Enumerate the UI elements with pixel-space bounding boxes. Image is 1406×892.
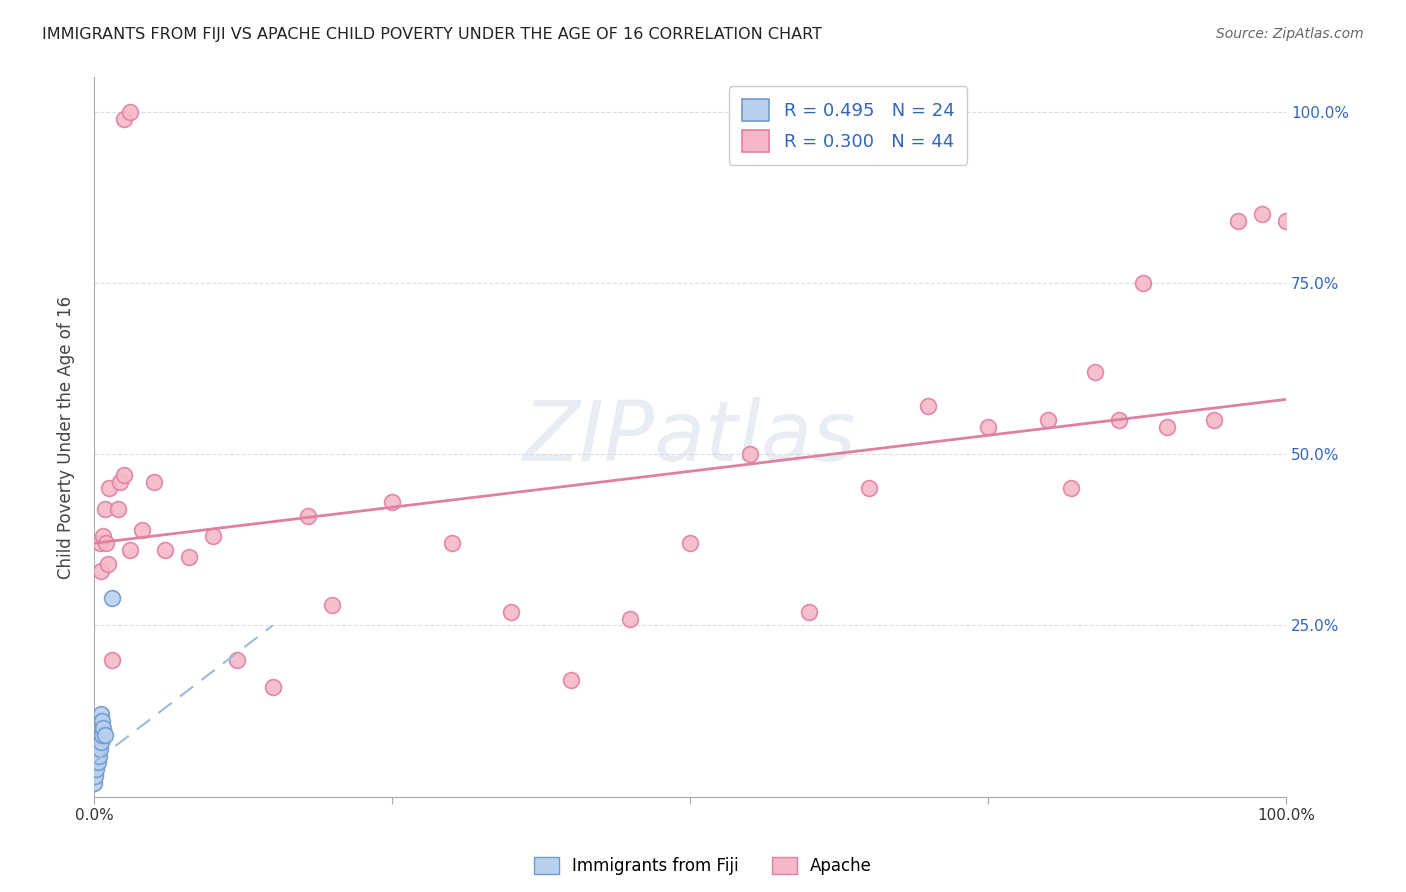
- Point: [86, 735, 108, 749]
- Point: [501, 605, 523, 619]
- Point: [101, 591, 124, 605]
- Point: [155, 543, 177, 558]
- Point: [977, 419, 1000, 434]
- Point: [84, 741, 107, 756]
- Point: [262, 680, 284, 694]
- Point: [83, 776, 105, 790]
- Point: [1132, 276, 1154, 290]
- Point: [179, 549, 201, 564]
- Point: [738, 447, 761, 461]
- Point: [112, 112, 135, 126]
- Point: [118, 104, 141, 119]
- Point: [86, 741, 108, 756]
- Point: [91, 714, 114, 729]
- Point: [112, 467, 135, 482]
- Point: [84, 769, 107, 783]
- Point: [86, 748, 108, 763]
- Y-axis label: Child Poverty Under the Age of 16: Child Poverty Under the Age of 16: [58, 295, 75, 579]
- Point: [89, 728, 111, 742]
- Point: [93, 728, 115, 742]
- Point: [90, 564, 112, 578]
- Point: [89, 714, 111, 729]
- Point: [90, 707, 112, 722]
- Point: [226, 653, 249, 667]
- Point: [1108, 413, 1130, 427]
- Point: [87, 721, 110, 735]
- Point: [86, 756, 108, 770]
- Point: [440, 536, 463, 550]
- Point: [917, 399, 939, 413]
- Text: ZIPatlas: ZIPatlas: [523, 397, 856, 477]
- Point: [84, 756, 107, 770]
- Point: [297, 508, 319, 523]
- Point: [1060, 482, 1083, 496]
- Point: [90, 721, 112, 735]
- Legend: R = 0.495   N = 24, R = 0.300   N = 44: R = 0.495 N = 24, R = 0.300 N = 44: [730, 87, 967, 165]
- Point: [91, 728, 114, 742]
- Point: [87, 748, 110, 763]
- Point: [381, 495, 404, 509]
- Point: [1156, 419, 1178, 434]
- Point: [131, 523, 153, 537]
- Point: [86, 728, 108, 742]
- Point: [108, 475, 131, 489]
- Point: [1036, 413, 1059, 427]
- Point: [89, 536, 111, 550]
- Point: [1084, 365, 1107, 379]
- Point: [90, 735, 112, 749]
- Legend: Immigrants from Fiji, Apache: Immigrants from Fiji, Apache: [527, 850, 879, 882]
- Point: [202, 529, 225, 543]
- Point: [560, 673, 582, 688]
- Point: [142, 475, 165, 489]
- Point: [1251, 207, 1274, 221]
- Point: [797, 605, 820, 619]
- Point: [101, 653, 124, 667]
- Point: [679, 536, 702, 550]
- Point: [98, 482, 121, 496]
- Point: [97, 557, 120, 571]
- Point: [94, 536, 117, 550]
- Point: [86, 762, 108, 776]
- Point: [1275, 214, 1298, 228]
- Point: [87, 735, 110, 749]
- Point: [1204, 413, 1226, 427]
- Point: [107, 502, 129, 516]
- Point: [93, 529, 115, 543]
- Point: [1227, 214, 1250, 228]
- Text: IMMIGRANTS FROM FIJI VS APACHE CHILD POVERTY UNDER THE AGE OF 16 CORRELATION CHA: IMMIGRANTS FROM FIJI VS APACHE CHILD POV…: [42, 27, 823, 42]
- Point: [93, 721, 115, 735]
- Point: [858, 482, 880, 496]
- Point: [89, 741, 111, 756]
- Point: [619, 611, 641, 625]
- Point: [321, 598, 343, 612]
- Point: [118, 543, 141, 558]
- Point: [93, 502, 115, 516]
- Text: Source: ZipAtlas.com: Source: ZipAtlas.com: [1216, 27, 1364, 41]
